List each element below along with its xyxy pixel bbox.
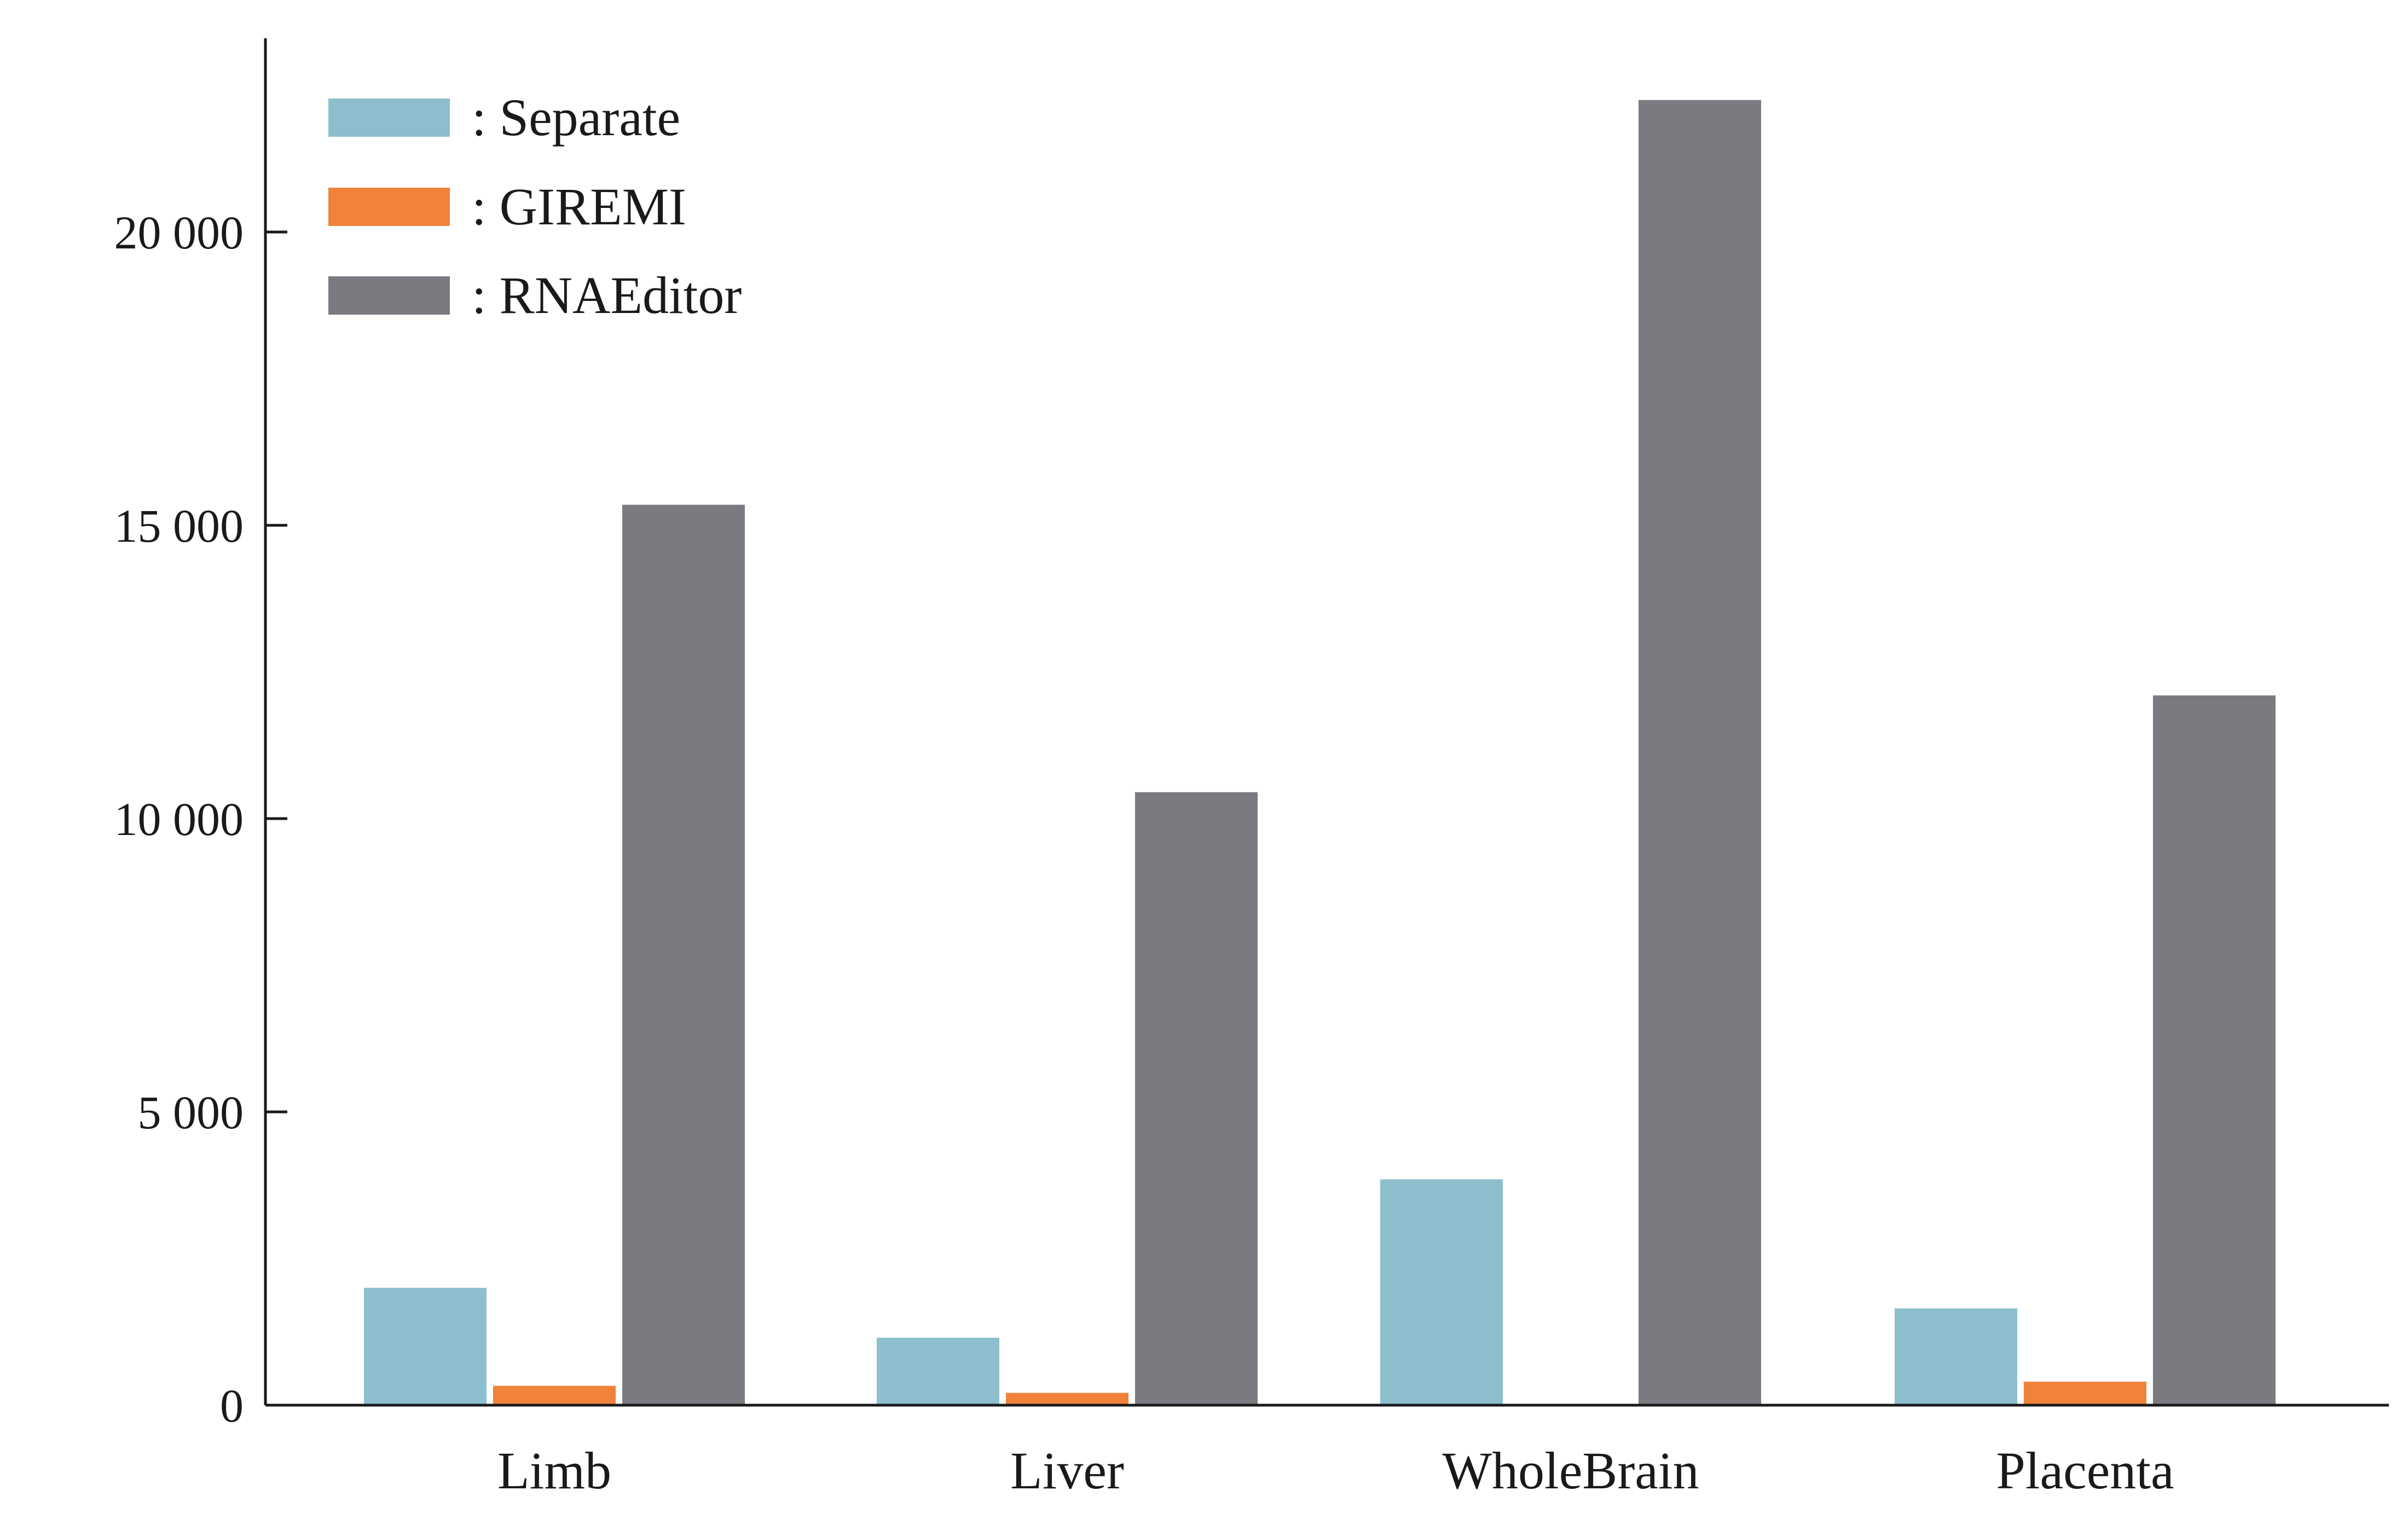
x-category-label: Placenta <box>1996 1441 2174 1500</box>
axes <box>264 38 2389 1407</box>
y-tick-label: 5 000 <box>138 1086 244 1139</box>
bar-limb-rnaeditor <box>622 505 745 1405</box>
legend-label: : RNAEditor <box>472 266 742 324</box>
x-category-label: Limb <box>497 1441 611 1500</box>
bar-placenta-separate <box>1895 1308 2017 1405</box>
bars <box>364 100 2276 1405</box>
legend-swatch <box>328 276 450 315</box>
bar-liver-rnaeditor <box>1135 792 1258 1405</box>
bar-limb-giremi <box>493 1385 616 1405</box>
x-category-label: Liver <box>1010 1441 1124 1500</box>
y-tick-label: 0 <box>220 1379 244 1432</box>
bar-liver-separate <box>877 1337 999 1405</box>
x-axis-labels: Limb Liver WholeBrain Placenta <box>497 1441 2174 1500</box>
bar-placenta-giremi <box>2024 1382 2146 1405</box>
legend-label: : Separate <box>472 88 680 147</box>
bar-placenta-rnaeditor <box>2153 695 2276 1405</box>
y-tick-label: 20 000 <box>114 206 244 259</box>
bar-limb-separate <box>364 1288 487 1405</box>
bar-wholebrain-rnaeditor <box>1639 100 1761 1405</box>
bar-wholebrain-separate <box>1380 1179 1503 1405</box>
x-category-label: WholeBrain <box>1442 1441 1699 1500</box>
y-tick-label: 15 000 <box>114 500 244 552</box>
legend-swatch <box>328 188 450 226</box>
y-axis-ticks: 0 5 000 10 000 15 000 20 000 <box>114 206 287 1432</box>
legend-swatch <box>328 98 450 137</box>
legend: : Separate : GIREMI : RNAEditor <box>328 88 742 324</box>
y-tick-label: 10 000 <box>114 793 244 845</box>
legend-label: : GIREMI <box>472 177 686 236</box>
bar-liver-giremi <box>1006 1393 1128 1405</box>
